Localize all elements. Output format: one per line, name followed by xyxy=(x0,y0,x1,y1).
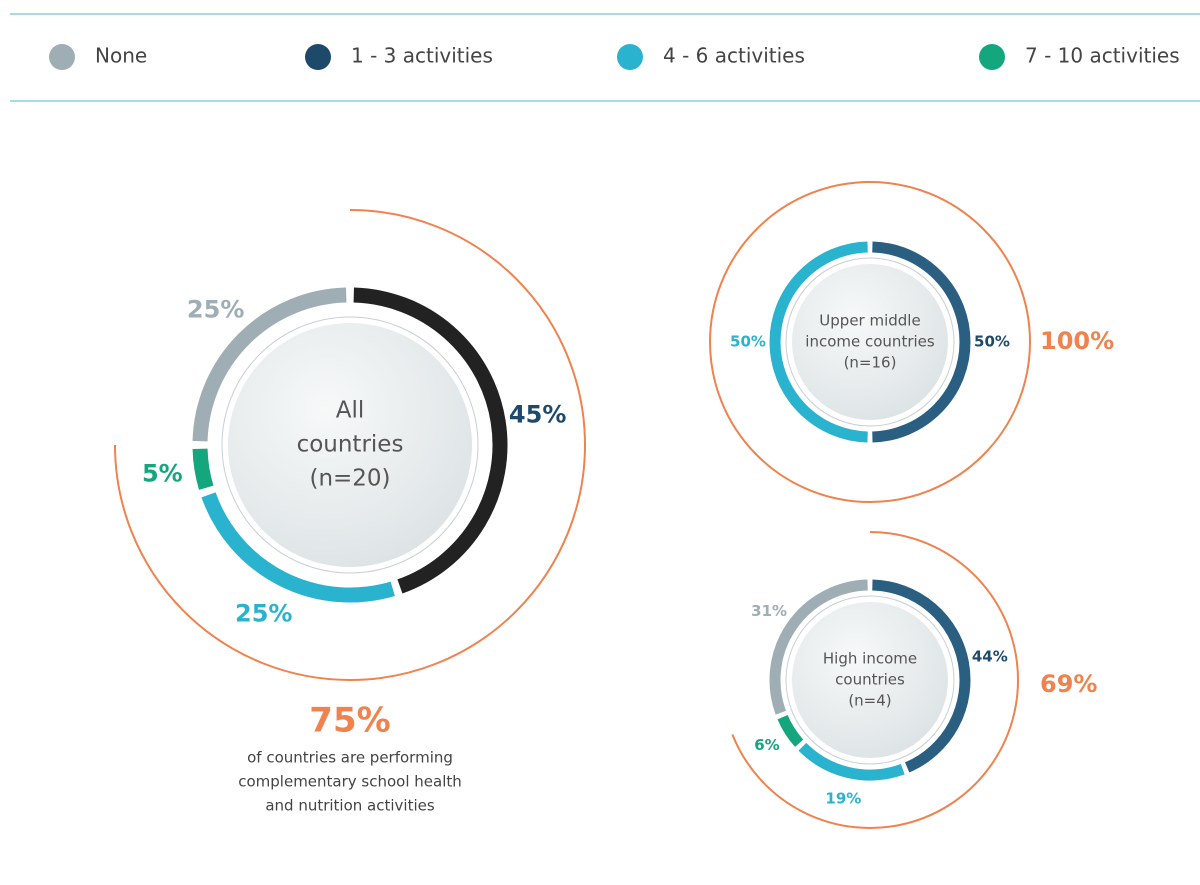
center-label: (n=16) xyxy=(844,354,897,372)
donut-segment xyxy=(192,287,347,442)
caption: and nutrition activities xyxy=(265,797,435,815)
legend-label: None xyxy=(95,44,147,68)
inner-disc xyxy=(228,323,472,567)
donut-segment xyxy=(353,287,508,594)
center-label: countries xyxy=(297,432,404,458)
center-label: High income xyxy=(823,650,917,668)
legend-marker xyxy=(49,44,75,70)
legend-label: 4 - 6 activities xyxy=(663,44,805,68)
value-label: 50% xyxy=(974,333,1010,351)
value-label: 45% xyxy=(509,400,566,428)
total-label: 75% xyxy=(309,701,390,741)
center-label: Upper middle xyxy=(819,312,920,330)
legend-marker xyxy=(305,44,331,70)
center-label: All xyxy=(336,398,365,424)
value-label: 31% xyxy=(751,602,787,620)
value-label: 44% xyxy=(972,648,1008,666)
legend-marker xyxy=(979,44,1005,70)
value-label: 50% xyxy=(730,333,766,351)
legend-marker xyxy=(617,44,643,70)
donut-segment xyxy=(777,714,804,747)
caption: complementary school health xyxy=(238,773,462,791)
total-label: 69% xyxy=(1040,670,1097,698)
total-label: 100% xyxy=(1040,327,1114,355)
value-label: 6% xyxy=(754,736,779,754)
legend-label: 1 - 3 activities xyxy=(351,44,493,68)
center-label: (n=4) xyxy=(848,692,891,710)
donut-segment xyxy=(872,579,971,773)
value-label: 25% xyxy=(187,296,244,324)
donut-segment xyxy=(872,241,971,443)
inner-disc xyxy=(792,602,948,758)
donut-segment xyxy=(769,579,868,715)
caption: of countries are performing xyxy=(247,749,453,767)
total-arc xyxy=(709,181,1031,504)
donut-segment xyxy=(192,448,214,490)
inner-disc xyxy=(792,264,948,420)
value-label: 5% xyxy=(142,460,183,488)
legend-label: 7 - 10 activities xyxy=(1025,44,1180,68)
value-label: 25% xyxy=(235,599,292,627)
total-arc xyxy=(731,531,1019,829)
center-label: countries xyxy=(835,671,905,689)
donut-segment xyxy=(201,492,395,603)
total-arc xyxy=(114,209,586,681)
center-label: income countries xyxy=(805,333,935,351)
donut-segment xyxy=(798,742,905,781)
center-label: (n=20) xyxy=(309,466,390,492)
donut-segment xyxy=(769,241,868,443)
value-label: 19% xyxy=(825,790,861,808)
